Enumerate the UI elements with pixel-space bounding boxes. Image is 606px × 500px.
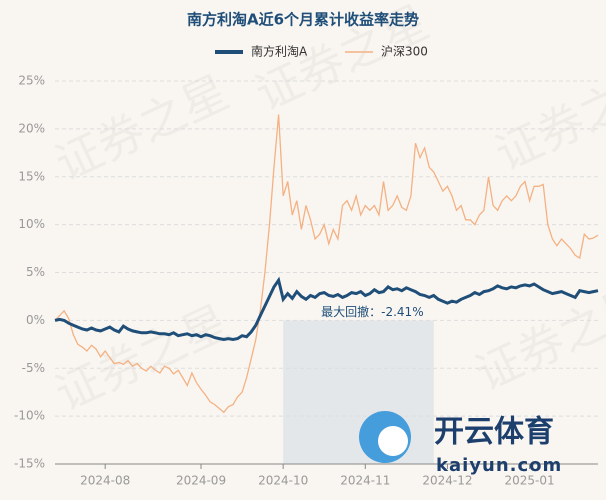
y-tick-label: 15%: [18, 169, 45, 183]
y-tick-label: -15%: [14, 457, 45, 471]
logo-ball: [378, 426, 408, 456]
x-tick-label: 2024-11: [340, 474, 390, 488]
drawdown-region: [283, 320, 434, 464]
y-tick-label: 10%: [18, 217, 45, 231]
logo-site: kaiyun.com: [436, 455, 562, 476]
y-tick-label: 0%: [26, 313, 45, 327]
legend-label: 南方利淘A: [251, 44, 308, 59]
y-tick-label: -10%: [14, 409, 45, 423]
series-line: [54, 114, 599, 414]
y-tick-label: 5%: [26, 265, 45, 279]
x-tick-label: 2024-10: [258, 474, 308, 488]
x-tick-label: 2025-01: [504, 474, 554, 488]
chart-title: 南方利淘A近6个月累计收益率走势: [187, 11, 419, 29]
annotation: 最大回撤：-2.41%: [321, 304, 423, 319]
legend-label: 沪深300: [381, 45, 428, 59]
x-tick-label: 2024-12: [422, 474, 472, 488]
logo-text: 开云体育: [434, 415, 554, 450]
y-tick-label: 25%: [18, 74, 45, 88]
y-tick-label: 20%: [18, 121, 45, 135]
x-tick-label: 2024-09: [176, 474, 226, 488]
x-tick-label: 2024-08: [80, 474, 130, 488]
series-line: [54, 276, 599, 342]
y-tick-label: -5%: [22, 361, 45, 375]
